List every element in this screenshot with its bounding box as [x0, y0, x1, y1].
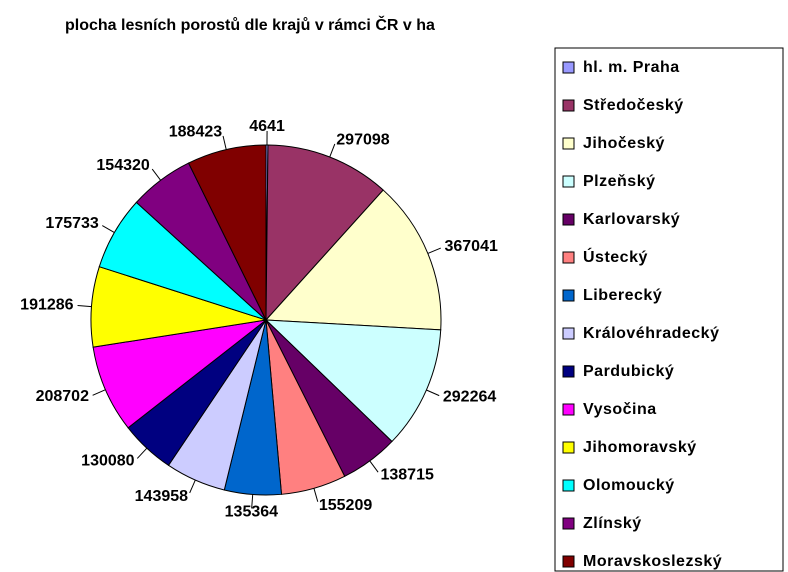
data-label: 367041 [444, 238, 497, 255]
pie-slice [264, 319, 442, 443]
data-label: 208702 [36, 388, 89, 405]
leader-line [92, 389, 106, 396]
legend-swatch [562, 555, 575, 568]
legend-label: Jihočeský [583, 135, 665, 152]
legend-label: Plzeňský [583, 173, 655, 190]
data-label: 191286 [20, 296, 73, 313]
leader-line [251, 494, 254, 509]
data-label: 138715 [380, 467, 433, 484]
legend-label: Vysočina [583, 401, 657, 418]
leader-line [329, 143, 336, 158]
leader-line [313, 488, 319, 502]
legend-swatch [562, 175, 575, 188]
legend-box [554, 47, 784, 572]
legend-swatch [562, 289, 575, 302]
data-label: 154320 [96, 157, 149, 174]
legend-swatch [562, 213, 575, 226]
leader-line [77, 304, 92, 308]
leader-line [222, 135, 227, 150]
legend-label: Olomoucký [583, 477, 675, 494]
data-label: 130080 [81, 453, 134, 470]
data-label: 292264 [443, 388, 496, 405]
leader-line [427, 247, 441, 254]
pie-slice [92, 319, 268, 429]
data-label: 135364 [225, 504, 278, 521]
leader-line [189, 479, 196, 494]
legend-label: Ústecký [583, 247, 648, 266]
data-label: 297098 [336, 131, 389, 148]
data-label: 4641 [249, 118, 285, 135]
leader-line [426, 389, 440, 397]
data-label: 143958 [135, 488, 188, 505]
legend-label: Středočeský [583, 97, 684, 114]
data-label: 155209 [319, 497, 372, 514]
leader-line [136, 447, 148, 459]
legend-label: Moravskoslezský [583, 553, 722, 570]
legend-label: Liberecký [583, 287, 662, 304]
legend-swatch [562, 479, 575, 492]
legend-swatch [562, 327, 575, 340]
leader-line [369, 460, 379, 473]
leader-line [151, 168, 162, 181]
chart-title: plocha lesních porostů dle krajů v rámci… [65, 15, 435, 34]
data-label: 188423 [169, 123, 222, 140]
pie-slice [264, 189, 442, 331]
legend-swatch [562, 441, 575, 454]
legend-swatch [562, 403, 575, 416]
leader-line [102, 225, 115, 233]
legend-label: hl. m. Praha [583, 59, 680, 76]
legend-label: Karlovarský [583, 211, 680, 228]
legend-swatch [562, 99, 575, 112]
legend-swatch [562, 61, 575, 74]
legend-label: Zlínský [583, 515, 642, 532]
legend-swatch [562, 251, 575, 264]
data-label: 175733 [45, 215, 98, 232]
legend-swatch [562, 517, 575, 530]
legend-swatch [562, 137, 575, 150]
legend-label: Pardubický [583, 363, 674, 380]
legend-label: Jihomoravský [583, 439, 697, 456]
legend-swatch [562, 365, 575, 378]
legend-label: Královéhradecký [583, 325, 719, 342]
